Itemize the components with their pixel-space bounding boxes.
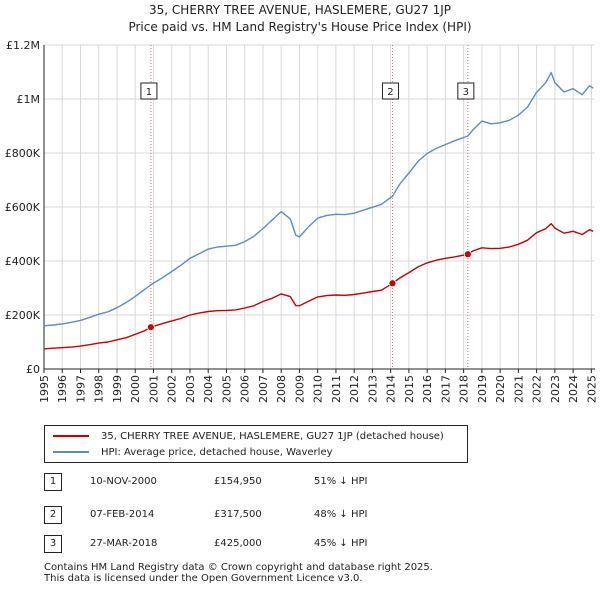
x-tick-label: 2014 [385, 375, 398, 403]
y-tick-label: £1.2M [6, 39, 40, 52]
x-tick-label: 2006 [239, 375, 252, 403]
transaction-number: 2 [44, 506, 62, 524]
transaction-number: 3 [44, 535, 62, 553]
x-tick-label: 2001 [147, 375, 160, 403]
x-tick-label: 2015 [403, 375, 416, 403]
x-tick-label: 2013 [366, 375, 379, 403]
x-tick-label: 1998 [93, 375, 106, 403]
x-tick-label: 2011 [330, 375, 343, 403]
series-line-property [43, 222, 594, 350]
x-axis: 1995 1996 1997 1998 1999 2000 2001 2002 2003 2004… [38, 368, 598, 403]
x-tick-label: 2016 [421, 375, 434, 403]
x-tick-label: 2005 [220, 375, 233, 403]
sale-point-2 [388, 279, 397, 288]
transaction-number: 1 [44, 473, 62, 491]
x-tick-label: 2008 [275, 375, 288, 403]
x-tick-label: 2022 [531, 375, 544, 403]
x-tick-label: 2017 [439, 375, 452, 403]
x-tick-label: 1999 [111, 375, 124, 403]
y-tick-label: £800K [5, 147, 41, 160]
legend: 35, CHERRY TREE AVENUE, HASLEMERE, GU27 … [44, 425, 468, 463]
transaction-hpi: 51% ↓ HPI [314, 476, 368, 487]
x-tick-label: 2012 [348, 375, 361, 403]
y-tick-label: £0 [26, 363, 40, 376]
sale-points [147, 250, 472, 332]
sale-badges: 1 2 3 [140, 82, 475, 100]
x-tick-label: 2009 [293, 375, 306, 403]
x-tick-label: 2004 [202, 375, 215, 403]
legend-label-property: 35, CHERRY TREE AVENUE, HASLEMERE, GU27 … [101, 431, 444, 442]
x-tick-label: 1997 [74, 375, 87, 403]
y-axis: £0 £200K £400K £600K £800K £1M £1.2M [5, 39, 45, 376]
sale-badge-label-2: 2 [387, 87, 393, 98]
footer-line-1: Contains HM Land Registry data © Crown c… [44, 562, 433, 573]
x-tick-label: 2025 [585, 375, 598, 403]
x-tick-label: 2007 [257, 375, 270, 403]
chart-title-line-2: Price paid vs. HM Land Registry's House … [128, 20, 471, 34]
transaction-date: 27-MAR-2018 [90, 538, 158, 549]
series-line-hpi [43, 71, 594, 327]
sale-badge-label-3: 3 [463, 87, 469, 98]
x-tick-label: 2021 [512, 375, 525, 403]
x-tick-label: 1996 [56, 375, 69, 403]
grid [43, 44, 595, 370]
x-tick-label: 2020 [494, 375, 507, 403]
transaction-price: £317,500 [214, 509, 262, 520]
x-tick-label: 2000 [129, 375, 142, 403]
transaction-hpi: 45% ↓ HPI [314, 538, 368, 549]
y-tick-label: £1M [17, 93, 41, 106]
price-chart: 35, CHERRY TREE AVENUE, HASLEMERE, GU27 … [5, 3, 599, 403]
transaction-hpi: 48% ↓ HPI [314, 509, 368, 520]
sale-point-1 [147, 323, 155, 332]
transaction-price: £154,950 [214, 476, 262, 487]
legend-swatch-hpi [53, 451, 89, 453]
sale-badge-3 [457, 82, 475, 100]
sale-point-3 [463, 250, 472, 259]
chart-title-line-1: 35, CHERRY TREE AVENUE, HASLEMERE, GU27 … [149, 3, 451, 17]
x-tick-label: 2023 [549, 375, 562, 403]
legend-label-hpi: HPI: Average price, detached house, Wave… [101, 447, 333, 458]
transaction-date: 07-FEB-2014 [90, 509, 155, 520]
transaction-date: 10-NOV-2000 [90, 476, 157, 487]
x-tick-label: 2002 [166, 375, 179, 403]
sale-badge-1 [140, 82, 158, 100]
x-tick-label: 1995 [38, 375, 51, 403]
legend-item-property: 35, CHERRY TREE AVENUE, HASLEMERE, GU27 … [53, 430, 444, 444]
y-tick-label: £200K [5, 309, 41, 322]
y-tick-label: £600K [5, 201, 41, 214]
footer-line-2: This data is licensed under the Open Gov… [44, 573, 363, 584]
y-tick-label: £400K [5, 255, 41, 268]
legend-item-hpi: HPI: Average price, detached house, Wave… [53, 446, 333, 460]
x-tick-label: 2003 [184, 375, 197, 403]
series [43, 71, 594, 350]
x-tick-label: 2018 [458, 375, 471, 403]
legend-swatch-property [53, 435, 89, 437]
sale-badge-label-1: 1 [146, 87, 152, 98]
sale-badge-2 [381, 82, 399, 100]
footer: Contains HM Land Registry data © Crown c… [44, 562, 433, 584]
transaction-price: £425,000 [214, 538, 262, 549]
x-tick-label: 2019 [476, 375, 489, 403]
x-tick-label: 2010 [312, 375, 325, 403]
x-tick-label: 2024 [567, 375, 580, 403]
